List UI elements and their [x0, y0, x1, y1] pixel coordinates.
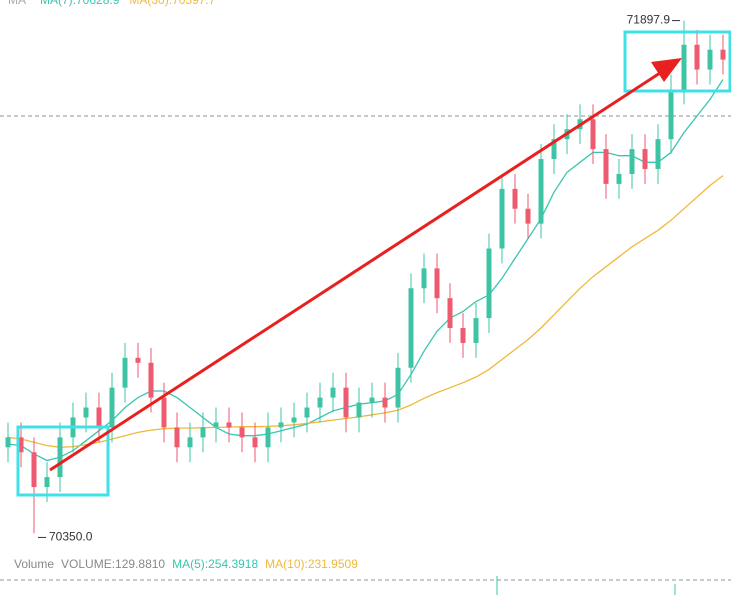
candle-body	[161, 397, 167, 428]
candle-body	[343, 387, 349, 418]
volume-legend-item: Volume	[14, 557, 54, 571]
candle-body	[629, 149, 635, 174]
candle-body	[525, 208, 531, 224]
candle-body	[83, 407, 89, 418]
highlight-box	[623, 30, 731, 93]
candle-body	[720, 49, 726, 60]
volume-legend-item: MA(5):254.3918	[172, 557, 258, 571]
ma-line	[7, 175, 724, 448]
candle-body	[356, 402, 362, 418]
candle-body	[317, 397, 323, 408]
candle-body	[590, 119, 596, 150]
candle-body	[655, 139, 661, 169]
candle-body	[616, 173, 622, 184]
candle-body	[330, 387, 336, 398]
candle-body	[408, 288, 414, 368]
candle-body	[694, 44, 700, 70]
candle-body	[148, 362, 154, 398]
candle-body	[551, 139, 557, 160]
candle-body	[239, 427, 245, 438]
candle-body	[278, 422, 284, 428]
trend-arrow-head	[651, 58, 682, 82]
candle-body	[434, 268, 440, 299]
candle-body	[707, 49, 713, 70]
low-label: 70350.0	[49, 530, 93, 544]
legend-item: MA(7):70628.9	[40, 0, 120, 7]
legend-title: MA	[8, 0, 26, 7]
candle-body	[57, 437, 63, 478]
candle-body	[200, 427, 206, 438]
candle-body	[187, 437, 193, 448]
candle-body	[473, 318, 479, 343]
candle-body	[499, 188, 505, 249]
candle-body	[603, 149, 609, 184]
candle-body	[512, 188, 518, 209]
candle-body	[291, 417, 297, 423]
candle-body	[44, 477, 50, 488]
candle-body	[460, 328, 466, 343]
candle-body	[369, 397, 375, 403]
candle-body	[538, 159, 544, 224]
highlight-box	[16, 425, 110, 497]
trend-arrow	[49, 71, 661, 472]
candle-body	[174, 427, 180, 448]
candle-body	[5, 437, 11, 448]
candle-body	[395, 367, 401, 408]
high-label: 71897.9	[627, 13, 671, 27]
candle-body	[122, 357, 128, 388]
legend-item: MA(30):70597.7	[129, 0, 215, 7]
candle-body	[421, 268, 427, 289]
volume-legend-item: VOLUME:129.8810	[61, 557, 165, 571]
candle-body	[265, 427, 271, 448]
volume-legend-item: MA(10):231.9509	[265, 557, 358, 571]
candle-body	[18, 437, 24, 453]
candle-body	[681, 44, 687, 90]
candle-body	[31, 452, 37, 488]
candle-body	[642, 149, 648, 169]
candle-body	[447, 298, 453, 329]
candle-body	[486, 248, 492, 319]
candle-body	[135, 357, 141, 363]
candle-body	[109, 387, 115, 428]
candle-body	[252, 437, 258, 448]
candle-body	[96, 407, 102, 428]
candle-body	[213, 422, 219, 428]
candle-body	[668, 89, 674, 140]
candle-body	[226, 422, 232, 428]
candle-body	[382, 397, 388, 408]
candle-body	[304, 407, 310, 418]
